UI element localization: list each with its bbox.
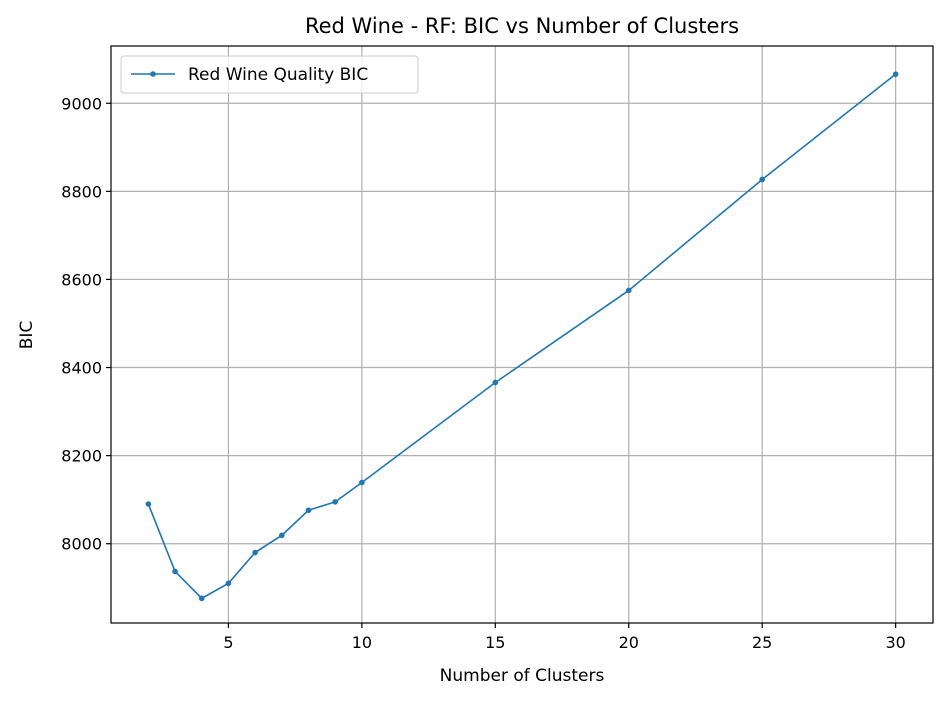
- x-tick-label: 30: [885, 633, 905, 652]
- data-point: [625, 287, 632, 294]
- legend-box: [120, 55, 419, 94]
- y-tick-label: 8400: [61, 359, 102, 378]
- data-point: [359, 479, 365, 486]
- x-axis-label: Number of Clusters: [440, 666, 605, 686]
- y-tick-label: 8000: [61, 535, 102, 554]
- ticks: 5 10 15 20 25 30 8000 8200 8400 8600 8800 9000: [61, 94, 906, 652]
- series-line: [147, 73, 897, 600]
- x-tick-label: 10: [352, 633, 372, 652]
- x-tick-label: 20: [619, 633, 639, 652]
- y-tick-label: 8200: [61, 447, 102, 466]
- data-point: [332, 499, 338, 505]
- legend-label: Red Wine Quality BIC: [188, 65, 368, 85]
- y-axis-label: BIC: [17, 321, 37, 350]
- data-point: [198, 595, 205, 602]
- data-point: [145, 501, 152, 507]
- series: [145, 71, 899, 602]
- data-point: [759, 176, 765, 183]
- data-point: [892, 71, 899, 77]
- legend: Red Wine Quality BIC: [120, 55, 419, 94]
- data-point: [305, 507, 312, 514]
- x-tick-label: 5: [223, 633, 233, 652]
- chart-title: Red Wine - RF: BIC vs Number of Clusters: [305, 14, 739, 38]
- legend-marker-sample: [150, 71, 156, 77]
- y-tick-label: 9000: [61, 94, 102, 113]
- y-tick-label: 8800: [61, 182, 102, 201]
- x-tick-label: 25: [752, 633, 772, 652]
- grid: [111, 46, 933, 623]
- data-point: [225, 580, 232, 587]
- data-point: [279, 532, 285, 539]
- data-point: [492, 379, 499, 386]
- data-point: [172, 568, 178, 575]
- y-tick-label: 8600: [61, 270, 102, 289]
- plot-frame: [110, 45, 934, 624]
- x-tick-label: 15: [485, 633, 505, 652]
- data-point: [252, 549, 258, 556]
